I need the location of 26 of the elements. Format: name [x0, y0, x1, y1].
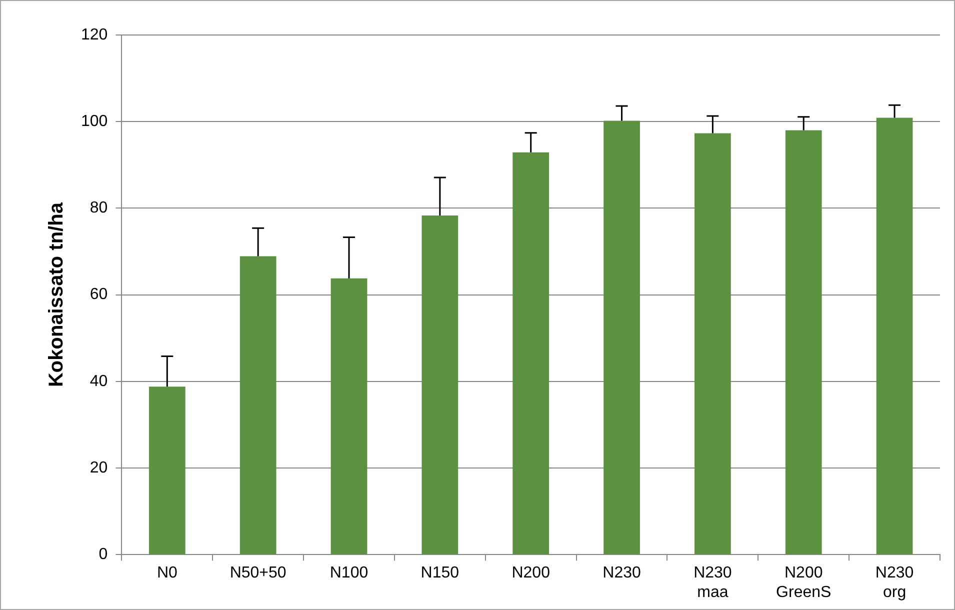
x-tick-label: N150	[420, 564, 460, 582]
bar	[876, 118, 913, 554]
y-tick-label: 0	[98, 546, 108, 564]
x-tick-label: N230	[602, 564, 641, 582]
bar	[694, 133, 731, 554]
y-tick-label: 20	[90, 459, 108, 476]
y-tick-label: 100	[80, 113, 108, 130]
x-tick-label: N200 GreenS	[776, 564, 832, 601]
y-tick-label: 40	[90, 372, 108, 390]
bar	[148, 386, 186, 554]
y-tick-label: 80	[90, 200, 108, 217]
bar	[240, 256, 276, 554]
bar	[785, 130, 822, 554]
bar	[422, 216, 458, 554]
bar	[512, 152, 550, 554]
bar	[604, 120, 640, 554]
x-tick-label: N100	[330, 564, 368, 582]
x-tick-label: N50+50	[230, 564, 286, 582]
y-tick-label: 60	[90, 286, 108, 304]
x-tick-label: N0	[156, 564, 178, 582]
y-axis-title: Kokonaissato tn/ha	[46, 202, 68, 388]
bar	[330, 278, 368, 554]
y-tick-label: 120	[80, 26, 108, 44]
x-tick-label: N230 maa	[694, 564, 732, 601]
x-tick-label: N200	[512, 564, 550, 582]
x-tick-label: N230 org	[875, 564, 914, 601]
